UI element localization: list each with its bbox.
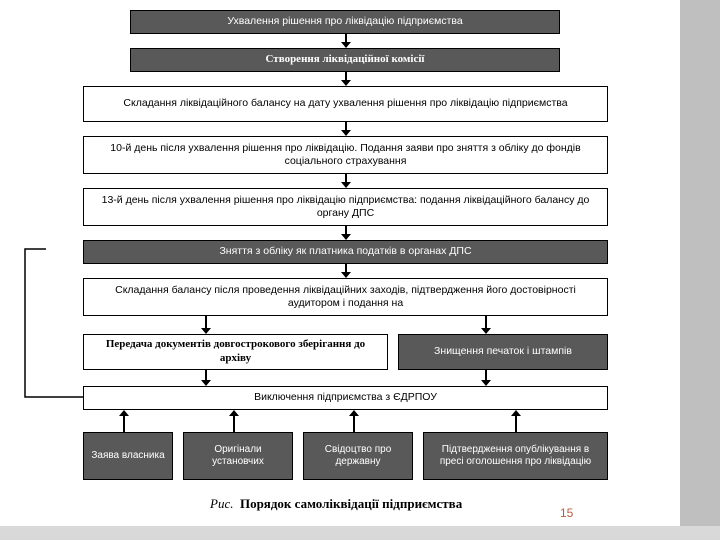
step-8a: Передача документів довгострокового збер…	[83, 334, 388, 370]
step-4: 10-й день після ухвалення рішення про лі…	[83, 136, 608, 174]
arrow-up-icon	[228, 410, 240, 432]
input-3: Свідоцтво про державну	[303, 432, 413, 480]
step-3: Складання ліквідаційного балансу на дату…	[83, 86, 608, 122]
step-7: Складання балансу після проведення лікві…	[83, 278, 608, 316]
arrow-down-icon	[480, 316, 492, 334]
arrow-up-icon	[348, 410, 360, 432]
figure-caption: Рис. Порядок самоліквідації підприємства	[210, 496, 462, 512]
input-2: Оригінали установчих	[183, 432, 293, 480]
flowchart-canvas: Ухвалення рішення про ліквідацію підприє…	[0, 0, 680, 540]
step-9: Виключення підприємства з ЄДРПОУ	[83, 386, 608, 410]
arrow-down-icon	[340, 174, 352, 188]
arrow-up-icon	[118, 410, 130, 432]
caption-text: Порядок самоліквідації підприємства	[240, 496, 462, 511]
arrow-down-icon	[200, 370, 212, 386]
step-6: Зняття з обліку як платника податків в о…	[83, 240, 608, 264]
arrow-down-icon	[200, 316, 212, 334]
step-8b: Знищення печаток і штампів	[398, 334, 608, 370]
step-2: Створення ліквідаційної комісії	[130, 48, 560, 72]
feedback-line	[22, 246, 83, 401]
side-stripe	[680, 0, 720, 540]
arrow-down-icon	[480, 370, 492, 386]
arrow-down-icon	[340, 34, 352, 48]
caption-prefix: Рис.	[210, 496, 233, 511]
arrow-down-icon	[340, 122, 352, 136]
step-5: 13-й день після ухвалення рішення про лі…	[83, 188, 608, 226]
arrow-up-icon	[510, 410, 522, 432]
input-4: Підтвердження опублікування в пресі огол…	[423, 432, 608, 480]
arrow-down-icon	[340, 264, 352, 278]
input-1: Заява власника	[83, 432, 173, 480]
arrow-down-icon	[340, 72, 352, 86]
page-number: 15	[560, 506, 573, 520]
arrow-down-icon	[340, 226, 352, 240]
step-1: Ухвалення рішення про ліквідацію підприє…	[130, 10, 560, 34]
